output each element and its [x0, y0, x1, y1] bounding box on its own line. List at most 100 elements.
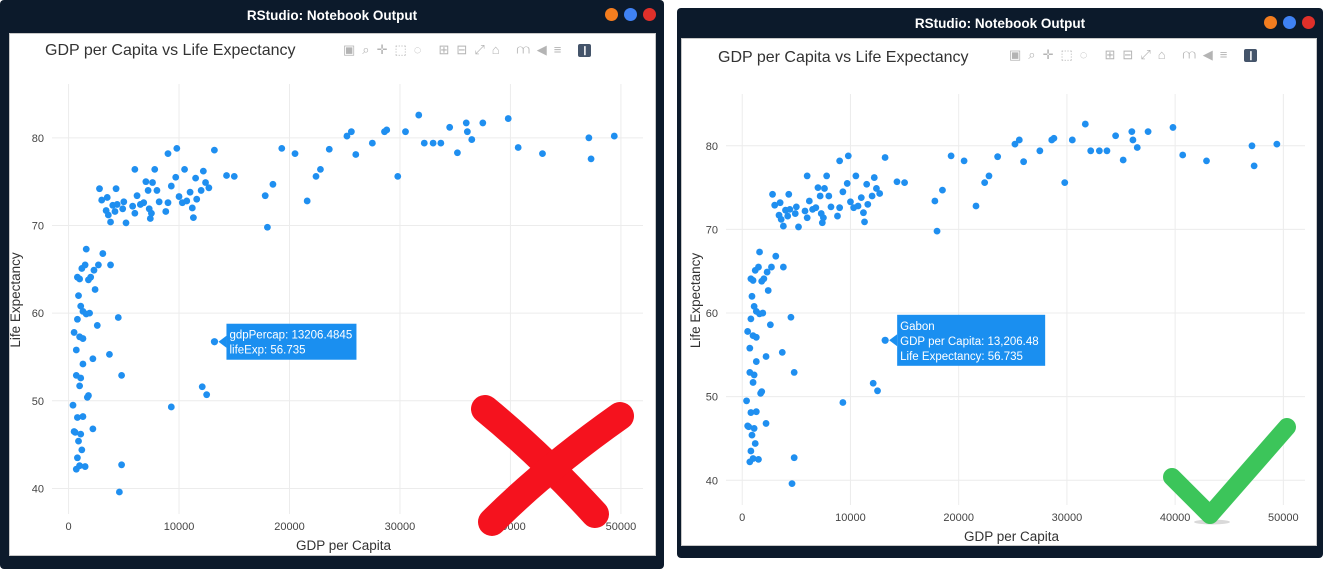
data-point[interactable]	[805, 197, 813, 205]
data-point[interactable]	[776, 199, 784, 207]
data-point[interactable]	[91, 286, 99, 293]
data-point[interactable]	[112, 185, 120, 193]
data-point[interactable]	[303, 197, 311, 205]
data-point[interactable]	[834, 212, 841, 220]
data-point[interactable]	[750, 302, 758, 310]
spike-lines-icon[interactable]: ⩋	[516, 42, 530, 57]
data-point[interactable]	[1133, 144, 1141, 151]
close-button[interactable]	[1302, 16, 1315, 29]
data-point[interactable]	[749, 277, 757, 284]
data-point[interactable]	[868, 192, 876, 200]
zoom-out-icon[interactable]: ⊟	[1122, 47, 1134, 62]
data-point[interactable]	[181, 165, 188, 173]
data-point[interactable]	[140, 199, 148, 207]
data-point[interactable]	[758, 277, 766, 285]
data-point[interactable]	[931, 197, 939, 205]
zoom-icon[interactable]: ⌕	[1028, 47, 1036, 62]
data-point[interactable]	[76, 275, 84, 283]
data-point[interactable]	[791, 210, 799, 217]
data-point[interactable]	[454, 149, 461, 157]
data-point[interactable]	[352, 151, 360, 158]
data-point[interactable]	[133, 192, 141, 200]
highlighted-point[interactable]	[881, 336, 889, 344]
data-point[interactable]	[762, 420, 770, 427]
data-point[interactable]	[107, 261, 114, 269]
maximize-button[interactable]	[624, 8, 637, 21]
data-point[interactable]	[985, 172, 993, 180]
data-point[interactable]	[164, 150, 172, 158]
data-point[interactable]	[836, 157, 844, 165]
data-point[interactable]	[111, 208, 119, 215]
data-point[interactable]	[763, 268, 771, 276]
data-point[interactable]	[131, 209, 139, 217]
data-point[interactable]	[1050, 134, 1058, 142]
data-point[interactable]	[175, 193, 183, 200]
zoom-in-icon[interactable]: ⊞	[1104, 47, 1116, 62]
data-point[interactable]	[129, 202, 137, 210]
data-point[interactable]	[772, 252, 780, 260]
data-point[interactable]	[115, 488, 123, 496]
data-point[interactable]	[768, 263, 775, 271]
data-point[interactable]	[1144, 128, 1152, 135]
data-point[interactable]	[119, 205, 127, 213]
data-point[interactable]	[394, 173, 402, 180]
data-point[interactable]	[755, 455, 762, 463]
data-point[interactable]	[420, 139, 428, 147]
data-point[interactable]	[120, 198, 128, 206]
data-point[interactable]	[82, 245, 90, 253]
data-point[interactable]	[873, 185, 880, 192]
data-point[interactable]	[75, 292, 82, 300]
data-point[interactable]	[77, 302, 85, 310]
data-point[interactable]	[343, 132, 351, 140]
data-point[interactable]	[981, 179, 989, 187]
data-point[interactable]	[821, 185, 828, 192]
data-point[interactable]	[291, 150, 299, 158]
data-point[interactable]	[836, 204, 844, 212]
data-point[interactable]	[202, 179, 209, 186]
data-point[interactable]	[76, 382, 84, 390]
data-point[interactable]	[85, 276, 92, 284]
data-point[interactable]	[816, 192, 824, 200]
data-point[interactable]	[764, 287, 772, 294]
data-point[interactable]	[83, 393, 91, 401]
data-point[interactable]	[759, 309, 767, 317]
data-point[interactable]	[863, 180, 871, 188]
data-point[interactable]	[746, 344, 754, 352]
data-point[interactable]	[881, 154, 889, 161]
data-point[interactable]	[747, 447, 755, 455]
data-point[interactable]	[113, 201, 121, 208]
data-point[interactable]	[825, 192, 833, 200]
data-point[interactable]	[861, 218, 868, 226]
data-point[interactable]	[197, 187, 205, 194]
data-point[interactable]	[1129, 136, 1137, 144]
data-point[interactable]	[752, 358, 760, 365]
data-point[interactable]	[787, 313, 795, 321]
data-point[interactable]	[752, 333, 760, 341]
data-point[interactable]	[769, 190, 776, 198]
data-point[interactable]	[198, 383, 206, 391]
data-point[interactable]	[167, 403, 175, 411]
data-point[interactable]	[777, 215, 785, 223]
data-point[interactable]	[446, 123, 454, 131]
data-point[interactable]	[1095, 147, 1103, 155]
data-point[interactable]	[325, 145, 333, 153]
data-point[interactable]	[1119, 156, 1127, 164]
window-titlebar[interactable]: RStudio: Notebook Output	[0, 0, 664, 30]
data-point[interactable]	[860, 209, 867, 217]
data-point[interactable]	[79, 360, 87, 368]
data-point[interactable]	[747, 409, 755, 416]
data-point[interactable]	[749, 379, 757, 386]
data-point[interactable]	[1036, 147, 1044, 155]
data-point[interactable]	[785, 190, 793, 198]
pan-icon[interactable]: ✛	[1042, 47, 1054, 62]
data-point[interactable]	[803, 172, 811, 180]
data-point[interactable]	[843, 180, 851, 187]
highlighted-point[interactable]	[210, 338, 219, 346]
window-titlebar[interactable]: RStudio: Notebook Output	[677, 8, 1323, 38]
data-point[interactable]	[744, 328, 752, 335]
data-point[interactable]	[839, 399, 847, 406]
data-point[interactable]	[779, 222, 787, 230]
data-point[interactable]	[788, 480, 796, 488]
data-point[interactable]	[437, 139, 445, 147]
